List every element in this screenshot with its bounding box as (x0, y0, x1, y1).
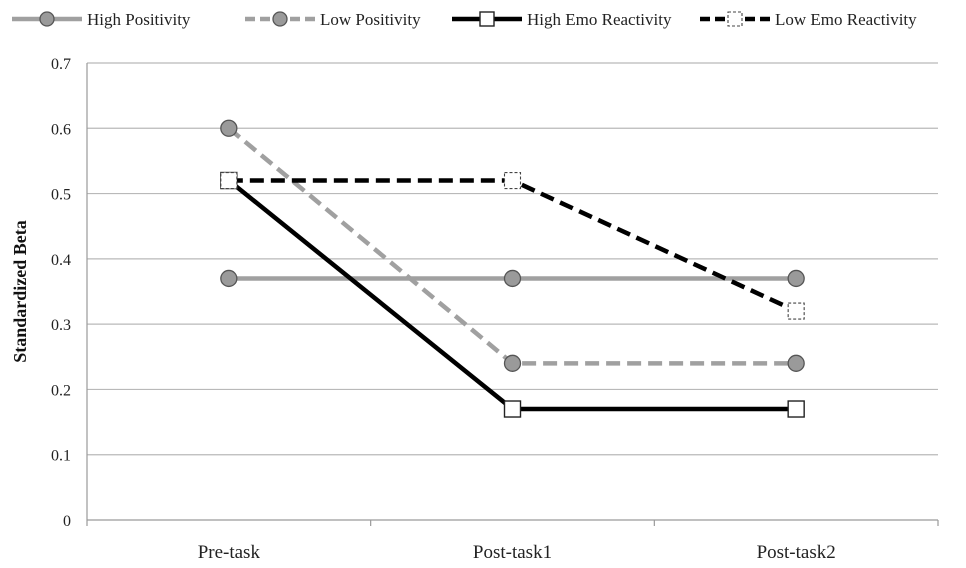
y-tick-label: 0.2 (51, 382, 71, 399)
legend-item: Low Positivity (245, 10, 421, 29)
data-point (503, 171, 522, 190)
gridlines (87, 62, 938, 456)
series-3 (220, 171, 805, 320)
x-tick-label: Post-task2 (757, 542, 836, 563)
y-tick-labels: 0 0.1 0.2 0.3 0.4 0.5 0.6 0.7 (51, 56, 71, 530)
legend-label: Low Positivity (320, 10, 421, 29)
legend-item: High Positivity (12, 10, 191, 29)
x-tick-label: Pre-task (198, 542, 261, 563)
series-line (227, 126, 797, 366)
x-tick-label: Post-task1 (473, 542, 552, 563)
legend: High Positivity Low Positivity High Emo Re… (12, 10, 917, 29)
legend-swatch-marker (727, 11, 743, 27)
data-point (503, 269, 522, 288)
legend-item: High Emo Reactivity (452, 10, 672, 29)
y-axis-title: Standardized Beta (10, 220, 30, 363)
x-tick-labels: Pre-task Post-task1 Post-task2 (198, 542, 836, 563)
series-0 (220, 269, 805, 288)
legend-label: High Emo Reactivity (527, 10, 672, 29)
data-point (503, 354, 522, 372)
data-point (787, 302, 805, 320)
data-point (220, 269, 238, 288)
legend-swatch-marker (272, 11, 288, 27)
legend-label: High Positivity (87, 10, 191, 29)
series-line (227, 178, 797, 412)
legend-item: Low Emo Reactivity (700, 10, 917, 29)
data-point (220, 171, 238, 190)
data-point (503, 400, 522, 418)
data-point (787, 269, 805, 288)
legend-swatch-marker (39, 11, 55, 27)
axes (86, 63, 939, 526)
series-1 (220, 119, 805, 372)
data-point (220, 119, 238, 137)
series-2 (220, 171, 805, 418)
legend-swatch-marker (479, 11, 495, 27)
y-tick-label: 0.3 (51, 317, 71, 334)
y-tick-label: 0.4 (51, 252, 71, 269)
y-tick-label: 0 (63, 513, 71, 530)
y-tick-label: 0.7 (51, 56, 71, 73)
y-tick-label: 0.1 (51, 448, 71, 465)
data-point (787, 354, 805, 372)
y-tick-label: 0.6 (51, 121, 71, 138)
y-tick-label: 0.5 (51, 187, 71, 204)
legend-label: Low Emo Reactivity (775, 10, 917, 29)
series-lines (220, 119, 805, 418)
data-point (787, 400, 805, 418)
